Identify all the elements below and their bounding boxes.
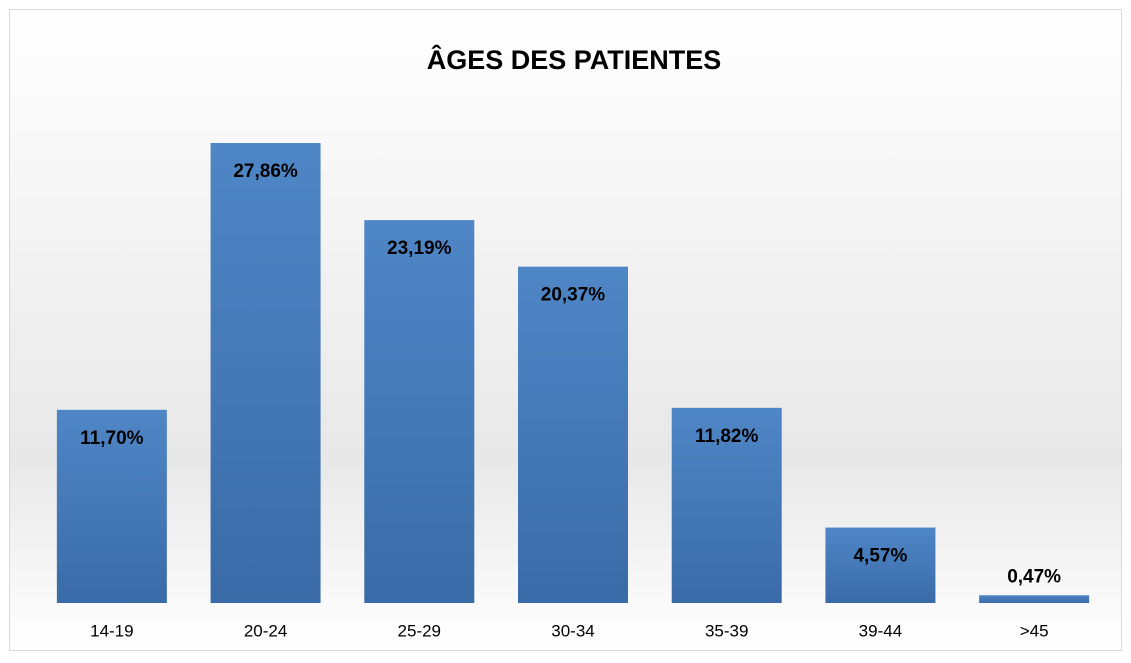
data-label: 20,37% bbox=[541, 285, 606, 306]
bar bbox=[364, 220, 475, 603]
bar bbox=[671, 407, 782, 603]
x-tick-label: 30-34 bbox=[551, 621, 594, 640]
data-label: 27,86% bbox=[233, 161, 298, 182]
data-label: 0,47% bbox=[1007, 566, 1061, 587]
bar bbox=[825, 527, 936, 603]
bar bbox=[210, 143, 321, 603]
x-tick-label: 35-39 bbox=[705, 621, 748, 640]
bar bbox=[979, 595, 1090, 603]
data-label: 23,19% bbox=[387, 238, 452, 259]
x-tick-label: 14-19 bbox=[90, 621, 133, 640]
data-label: 11,82% bbox=[695, 426, 758, 447]
data-label: 4,57% bbox=[853, 546, 907, 567]
bar bbox=[56, 409, 167, 603]
x-tick-label: 25-29 bbox=[398, 621, 441, 640]
x-tick-label: >45 bbox=[1020, 621, 1049, 640]
chart-title: ÂGES DES PATIENTES bbox=[427, 44, 722, 75]
x-tick-label: 20-24 bbox=[244, 621, 287, 640]
data-label: 11,70% bbox=[80, 428, 143, 449]
bar bbox=[518, 266, 628, 603]
x-tick-label: 39-44 bbox=[859, 621, 902, 640]
